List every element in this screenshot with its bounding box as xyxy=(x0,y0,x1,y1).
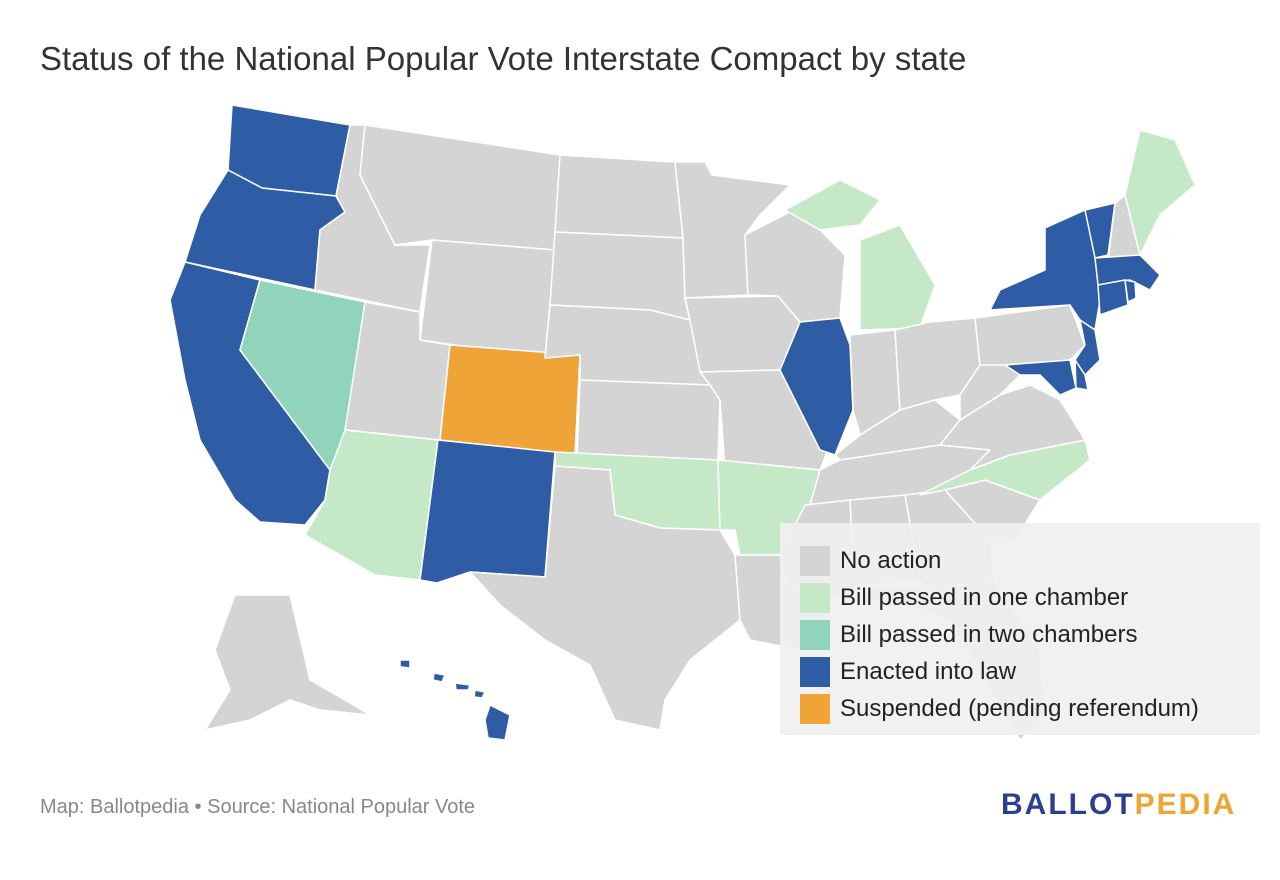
logo-text-pedia: PEDIA xyxy=(1134,788,1237,821)
state-MT xyxy=(359,124,561,251)
state-KS xyxy=(576,379,721,461)
legend-label: No action xyxy=(840,547,942,574)
state-WY xyxy=(419,239,556,359)
state-TX xyxy=(469,465,741,731)
state-MI xyxy=(784,179,936,331)
state-CO xyxy=(439,344,581,456)
state-HI-small xyxy=(399,659,486,699)
legend-label: Suspended (pending referendum) xyxy=(840,695,1199,722)
legend-swatch xyxy=(800,657,830,687)
legend-swatch xyxy=(800,620,830,650)
logo-text-ballot: BALLOT xyxy=(1001,788,1135,821)
state-MD xyxy=(1004,359,1077,396)
legend-swatch xyxy=(800,546,830,576)
legend-label: Bill passed in two chambers xyxy=(840,621,1138,648)
legend-swatch xyxy=(800,583,830,613)
state-CT xyxy=(1097,279,1129,316)
state-AK xyxy=(204,594,371,731)
state-IA xyxy=(684,295,801,373)
state-ND xyxy=(554,154,684,239)
state-HI-big xyxy=(484,704,511,741)
map-title: Status of the National Popular Vote Inte… xyxy=(40,40,967,77)
state-VT xyxy=(1084,202,1116,259)
ballotpedia-logo: BALLOTPEDIA xyxy=(1001,788,1236,822)
state-PA xyxy=(974,304,1086,366)
legend-label: Bill passed in one chamber xyxy=(840,584,1129,611)
state-RI xyxy=(1124,279,1137,303)
state-MN xyxy=(674,161,791,299)
legend-swatch xyxy=(800,694,830,724)
state-NM xyxy=(419,439,556,584)
state-DE xyxy=(1074,359,1089,391)
legend-label: Enacted into law xyxy=(840,658,1017,685)
state-ME xyxy=(1124,129,1196,256)
source-note: Map: Ballotpedia • Source: National Popu… xyxy=(40,796,476,818)
legend: No action Bill passed in one chamber Bil… xyxy=(780,523,1260,735)
